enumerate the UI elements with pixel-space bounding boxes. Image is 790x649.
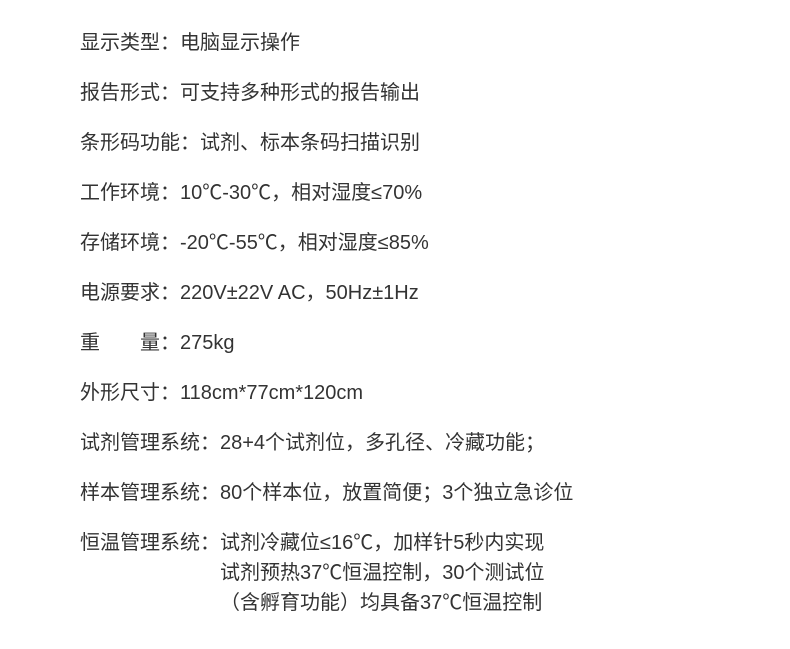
- spec-row-temp-sys: 恒温管理系统： 试剂冷藏位≤16℃，加样针5秒内实现 试剂预热37℃恒温控制，3…: [80, 528, 710, 618]
- spec-label: 报告形式：: [80, 78, 180, 108]
- spec-row-reagent-sys: 试剂管理系统： 28+4个试剂位，多孔径、冷藏功能；: [80, 428, 710, 458]
- spec-value: -20℃-55℃，相对湿度≤85%: [180, 228, 710, 258]
- spec-value: 118cm*77cm*120cm: [180, 378, 710, 408]
- spec-value: 80个样本位，放置简便；3个独立急诊位: [220, 478, 710, 508]
- spec-row-storage-env: 存储环境： -20℃-55℃，相对湿度≤85%: [80, 228, 710, 258]
- spec-label: 工作环境：: [80, 178, 180, 208]
- spec-row-dimensions: 外形尺寸： 118cm*77cm*120cm: [80, 378, 710, 408]
- spec-value: 试剂、标本条码扫描识别: [200, 128, 710, 158]
- spec-value-multiline: 试剂冷藏位≤16℃，加样针5秒内实现 试剂预热37℃恒温控制，30个测试位 （含…: [220, 528, 710, 618]
- spec-value: 10℃-30℃，相对湿度≤70%: [180, 178, 710, 208]
- spec-value: 电脑显示操作: [180, 28, 710, 58]
- spec-value: 275kg: [180, 328, 710, 358]
- spec-list: 显示类型： 电脑显示操作 报告形式： 可支持多种形式的报告输出 条形码功能： 试…: [80, 28, 710, 638]
- spec-value: 220V±22V AC，50Hz±1Hz: [180, 278, 710, 308]
- spec-label: 外形尺寸：: [80, 378, 180, 408]
- spec-row-work-env: 工作环境： 10℃-30℃，相对湿度≤70%: [80, 178, 710, 208]
- spec-label: 试剂管理系统：: [80, 428, 220, 458]
- spec-label: 电源要求：: [80, 278, 180, 308]
- spec-value-line: （含孵育功能）均具备37℃恒温控制: [220, 588, 710, 618]
- spec-label: 条形码功能：: [80, 128, 200, 158]
- spec-row-report-form: 报告形式： 可支持多种形式的报告输出: [80, 78, 710, 108]
- spec-value-line: 试剂冷藏位≤16℃，加样针5秒内实现: [220, 528, 710, 558]
- spec-row-weight: 重 量： 275kg: [80, 328, 710, 358]
- spec-label: 显示类型：: [80, 28, 180, 58]
- spec-value-line: 试剂预热37℃恒温控制，30个测试位: [220, 558, 710, 588]
- spec-label: 恒温管理系统：: [80, 528, 220, 558]
- spec-value: 28+4个试剂位，多孔径、冷藏功能；: [220, 428, 710, 458]
- spec-value: 可支持多种形式的报告输出: [180, 78, 710, 108]
- spec-label: 存储环境：: [80, 228, 180, 258]
- spec-row-barcode: 条形码功能： 试剂、标本条码扫描识别: [80, 128, 710, 158]
- spec-label: 重 量：: [80, 328, 180, 358]
- spec-label: 样本管理系统：: [80, 478, 220, 508]
- spec-row-display-type: 显示类型： 电脑显示操作: [80, 28, 710, 58]
- spec-row-sample-sys: 样本管理系统： 80个样本位，放置简便；3个独立急诊位: [80, 478, 710, 508]
- spec-row-power: 电源要求： 220V±22V AC，50Hz±1Hz: [80, 278, 710, 308]
